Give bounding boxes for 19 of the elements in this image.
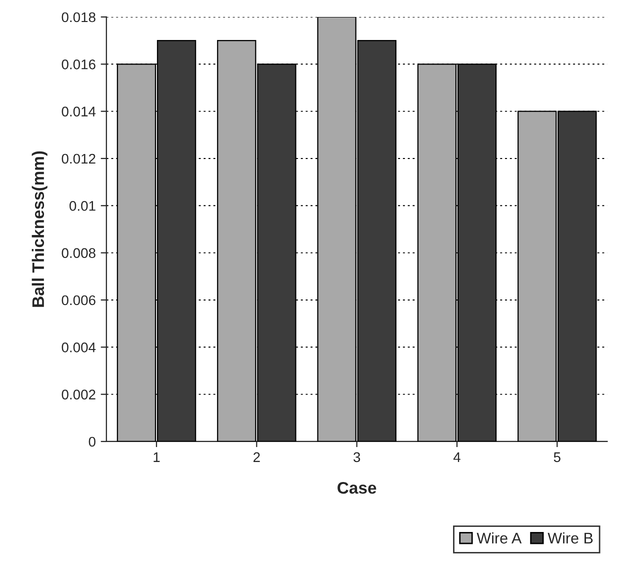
y-tick-label: 0.016 <box>62 59 96 70</box>
x-tick-label: 2 <box>253 452 260 462</box>
y-axis-title: Ball Thickness(mm) <box>32 151 48 307</box>
y-tick-label: 0.018 <box>62 12 96 22</box>
y-tick-label: 0.01 <box>70 200 96 211</box>
x-tick-label: 1 <box>154 452 160 462</box>
y-tick-label: 0 <box>88 436 96 447</box>
x-axis-title: Case <box>338 482 376 494</box>
y-tick-label: 0.014 <box>62 106 96 116</box>
y-tick-label: 0.012 <box>62 154 96 164</box>
legend-label: Wire A <box>476 532 522 544</box>
x-tick-label: 3 <box>353 452 360 462</box>
x-tick-label: 5 <box>554 452 560 462</box>
y-tick-label: 0.008 <box>62 248 96 258</box>
x-tick-label: 4 <box>453 452 460 462</box>
y-tick-label: 0.006 <box>62 295 96 306</box>
legend-label: Wire B <box>548 532 593 544</box>
y-tick-label: 0.002 <box>62 390 96 400</box>
y-tick-label: 0.004 <box>62 342 96 352</box>
